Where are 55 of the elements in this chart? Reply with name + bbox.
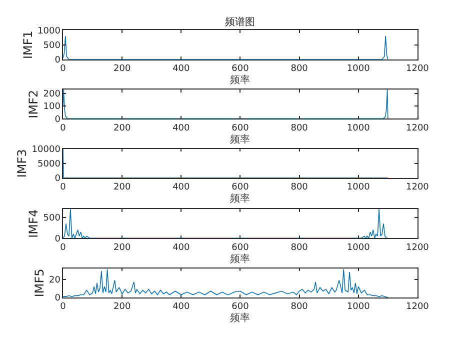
x-axis-title: 频率	[230, 252, 250, 265]
x-tick-label: 1000	[346, 182, 370, 193]
y-tick-label: 0	[54, 114, 61, 125]
x-tick-label: 400	[172, 182, 190, 193]
y-axis-title: IMF4	[26, 209, 41, 238]
y-axis-title: IMF5	[32, 268, 46, 298]
x-tick-label: 1200	[406, 302, 430, 312]
x-tick-label: 800	[290, 182, 308, 193]
y-tick-label: 10000	[32, 144, 61, 155]
x-tick-label: 1000	[346, 302, 370, 312]
x-axis-title: 频率	[230, 133, 250, 146]
x-tick-label: 800	[290, 242, 308, 253]
x-axis-title: 频率	[230, 192, 250, 205]
y-axis-title: IMF2	[26, 90, 41, 118]
x-tick-label: 200	[114, 123, 131, 134]
y-tick-label: 100	[43, 102, 61, 112]
y-tick-label: 0	[54, 294, 61, 304]
x-tick-label: 600	[232, 64, 250, 74]
x-tick-label: 200	[114, 64, 131, 74]
x-tick-label: 800	[290, 123, 308, 134]
x-axis-title: 频率	[230, 74, 250, 86]
x-tick-label: 1200	[406, 182, 430, 193]
y-tick-label: 0	[54, 234, 61, 244]
x-tick-label: 1200	[406, 242, 430, 253]
x-tick-label: 400	[172, 242, 190, 253]
x-axis-title: 频率	[230, 312, 250, 324]
x-tick-label: 1200	[406, 64, 430, 74]
x-tick-label: 200	[114, 302, 131, 312]
x-tick-label: 600	[232, 242, 250, 253]
y-tick-label: 0	[54, 56, 61, 66]
y-axis-title: IMF3	[15, 149, 30, 178]
line-series	[63, 268, 388, 298]
x-tick-label: 800	[290, 302, 308, 312]
y-axis-title: IMF1	[20, 30, 35, 60]
x-tick-label: 800	[290, 64, 308, 74]
x-tick-label: 600	[232, 123, 250, 134]
x-tick-label: 200	[114, 182, 131, 193]
x-tick-label: 1200	[406, 123, 430, 134]
x-tick-label: 1000	[346, 242, 370, 253]
y-tick-label: 20	[48, 275, 61, 286]
x-tick-label: 200	[114, 242, 131, 253]
y-tick-label: 500	[43, 40, 61, 51]
x-tick-label: 1000	[346, 64, 370, 74]
y-tick-label: 200	[43, 89, 61, 100]
x-tick-label: 400	[172, 64, 190, 74]
x-tick-label: 600	[232, 302, 250, 312]
y-tick-label: 1000	[38, 26, 61, 36]
x-tick-label: 1000	[346, 123, 370, 134]
chart-title: 频谱图	[225, 16, 255, 28]
x-tick-label: 400	[172, 302, 190, 312]
x-tick-label: 400	[172, 123, 190, 134]
y-tick-label: 500	[43, 214, 61, 224]
y-tick-label: 0	[54, 174, 61, 184]
y-tick-label: 5000	[38, 160, 61, 170]
x-tick-label: 600	[232, 182, 250, 193]
